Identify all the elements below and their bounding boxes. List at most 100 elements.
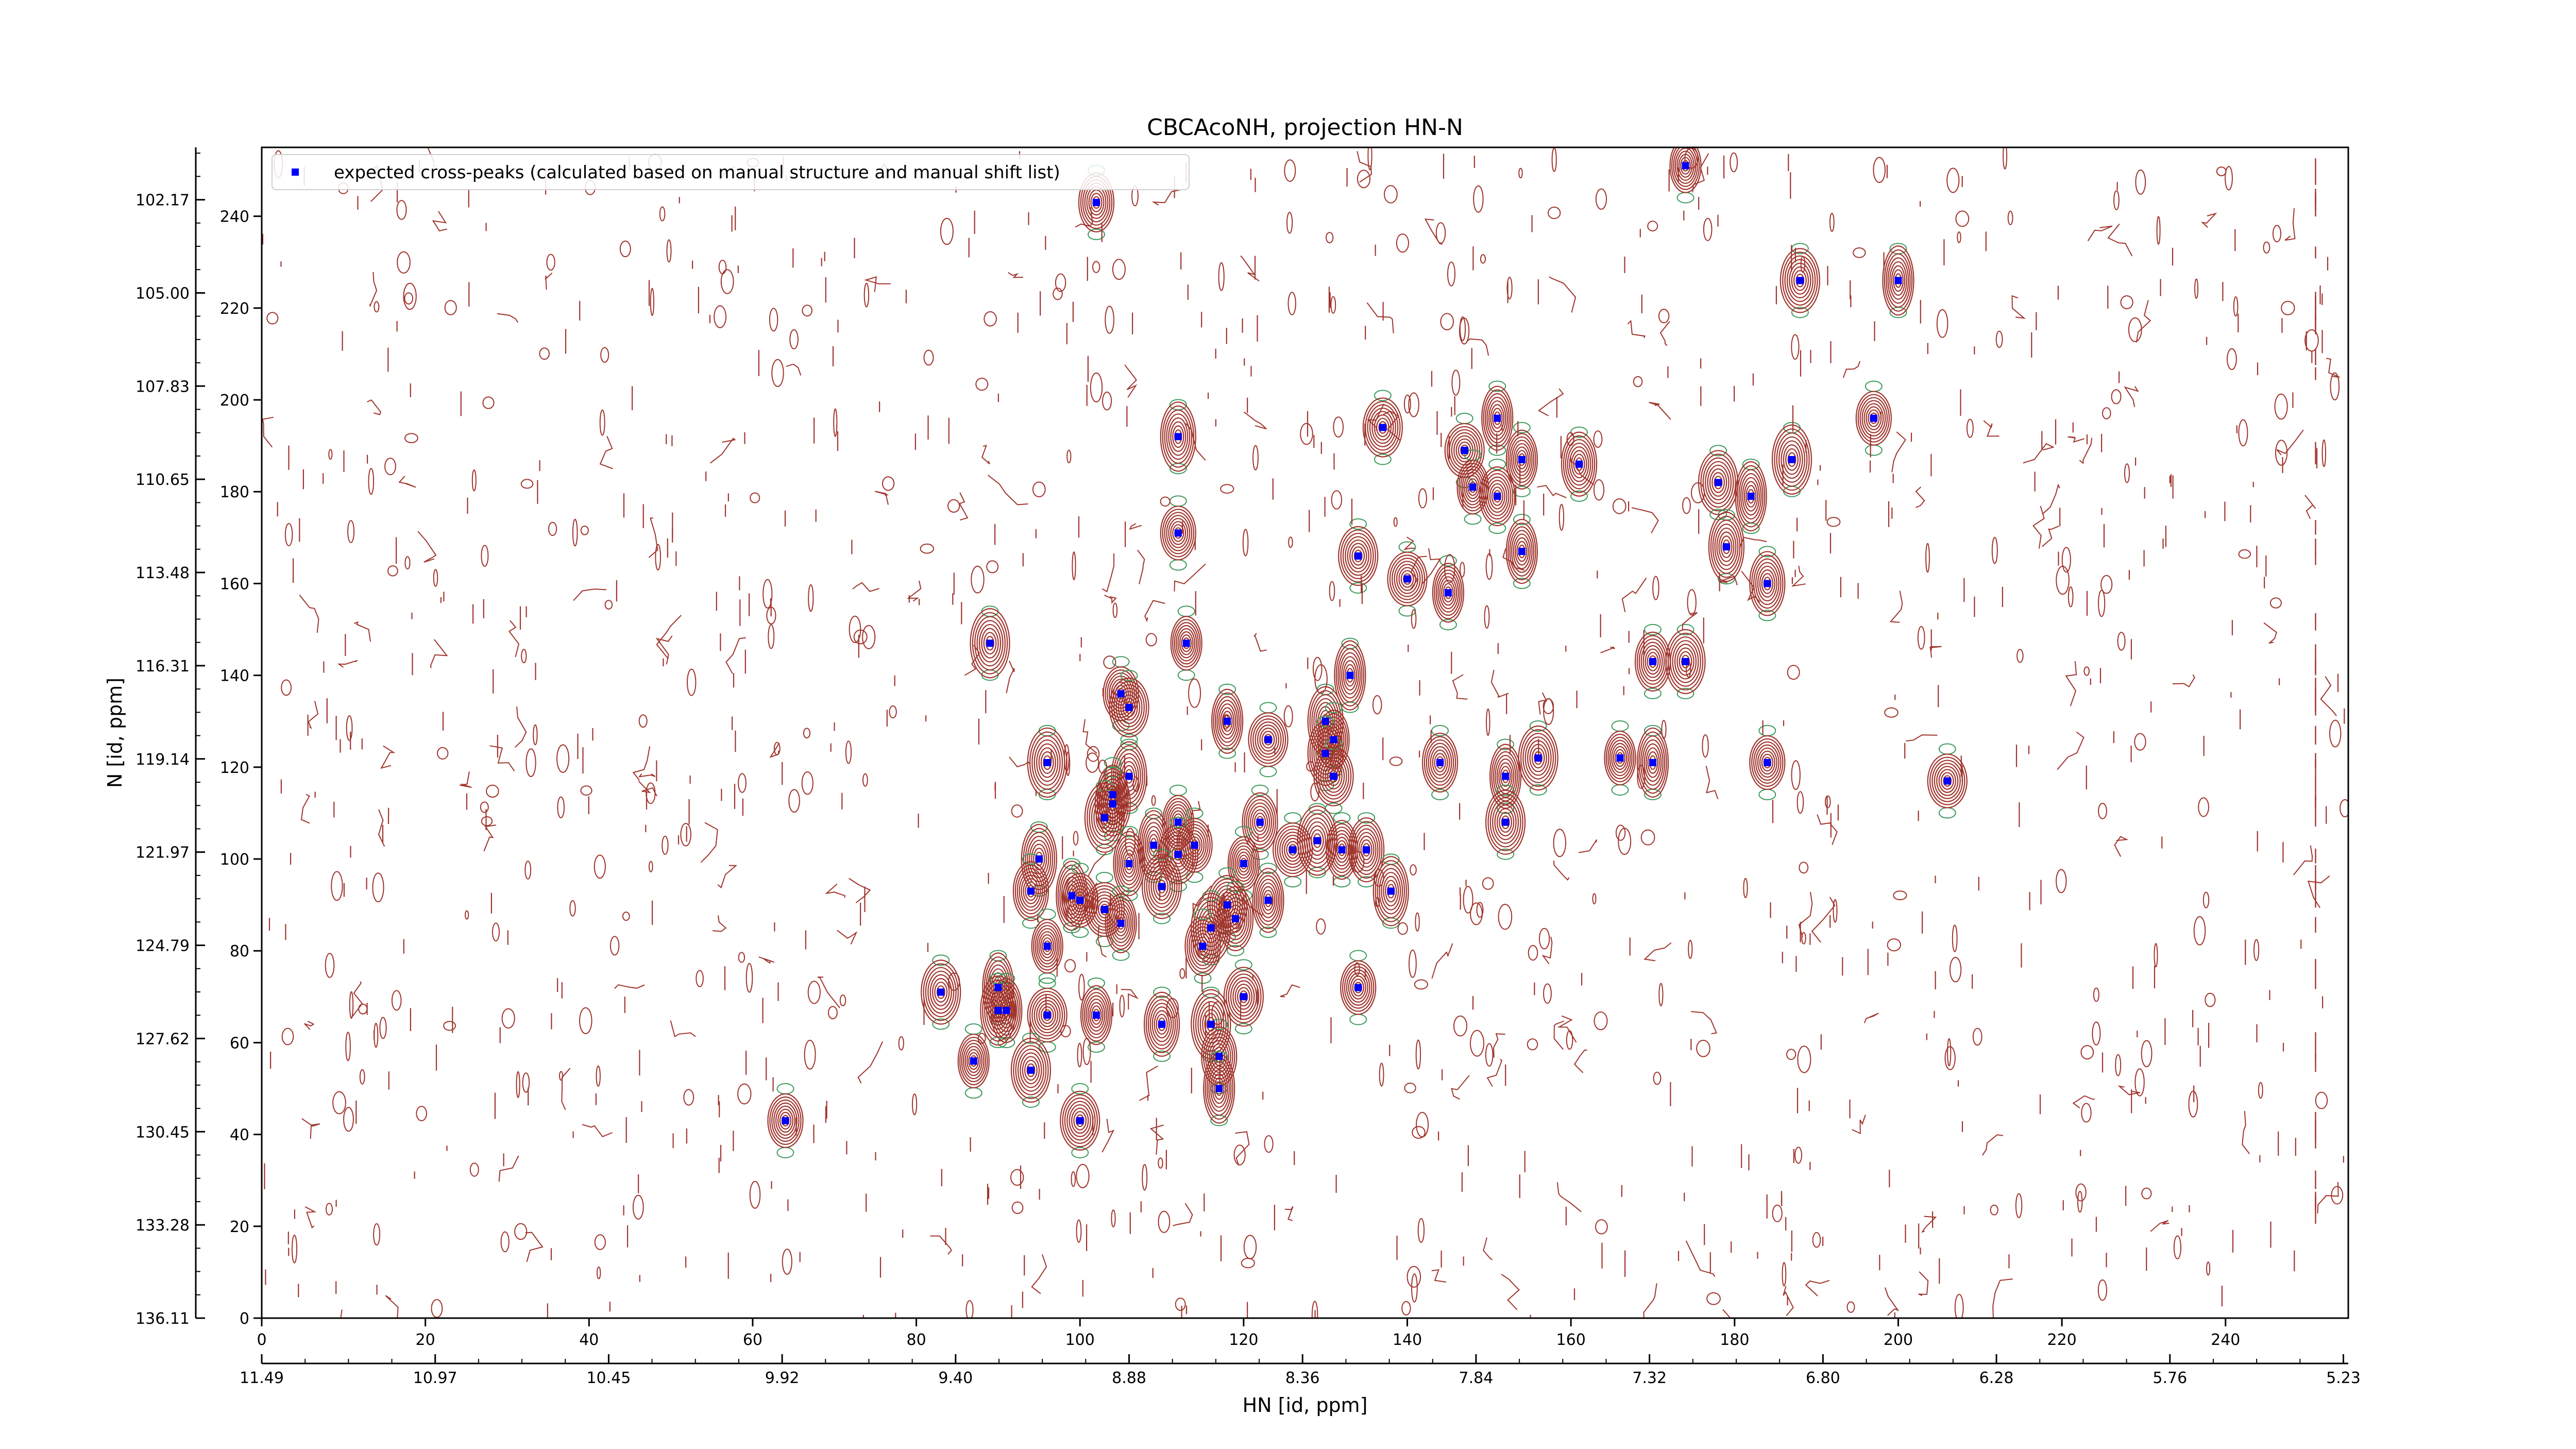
positive-contour xyxy=(1793,270,1807,291)
noise-contour xyxy=(1659,321,1670,346)
noise-contour xyxy=(1967,418,1974,438)
noise-contour xyxy=(648,517,658,558)
noise-contour xyxy=(358,1003,368,1015)
noise-contour xyxy=(2154,943,2158,968)
cross-peak-marker xyxy=(1076,1117,1084,1124)
noise-contour xyxy=(328,449,333,460)
noise-contour xyxy=(1220,484,1234,494)
positive-contour xyxy=(1151,1006,1172,1042)
positive-contour xyxy=(1141,854,1182,919)
positive-contour xyxy=(1383,875,1399,906)
y-ppm-tick-label: 113.48 xyxy=(135,564,190,582)
noise-contour xyxy=(1649,401,1671,420)
cross-peak-marker xyxy=(1174,433,1182,441)
noise-contour xyxy=(1743,878,1748,899)
noise-contour xyxy=(638,773,656,778)
noise-contour xyxy=(2077,1190,2083,1213)
noise-contour xyxy=(1188,678,1201,708)
noise-contour xyxy=(1086,752,1099,773)
noise-contour xyxy=(768,624,775,649)
noise-contour xyxy=(2134,1068,2145,1097)
peak-contour xyxy=(1372,853,1409,929)
noise-contour xyxy=(1055,273,1066,292)
noise-contour xyxy=(432,211,447,232)
noise-contour xyxy=(1936,309,1948,338)
positive-contour xyxy=(1072,888,1088,913)
cross-peak-marker xyxy=(1027,887,1035,895)
positive-contour xyxy=(1184,830,1205,861)
noise-contour xyxy=(340,1309,343,1318)
noise-contour xyxy=(2107,223,2133,257)
noise-contour xyxy=(1791,334,1800,360)
negative-contour xyxy=(1676,192,1694,204)
negative-contour xyxy=(1088,228,1105,240)
cross-peak-marker xyxy=(1722,543,1730,551)
positive-contour xyxy=(1708,512,1745,582)
positive-contour xyxy=(1489,797,1521,848)
positive-contour xyxy=(1859,397,1888,440)
y-ppm-tick-label: 136.11 xyxy=(135,1310,190,1328)
noise-contour xyxy=(1566,432,1574,446)
cross-peak-marker xyxy=(1068,892,1076,900)
y-ppm-tick-label: 133.28 xyxy=(135,1217,190,1235)
noise-contour xyxy=(920,543,935,554)
noise-contour xyxy=(497,313,519,323)
legend-label: expected cross-peaks (calculated based o… xyxy=(334,162,1060,183)
noise-contour xyxy=(1703,217,1713,241)
positive-contour xyxy=(1306,821,1329,860)
positive-contour xyxy=(936,985,945,999)
noise-contour xyxy=(638,714,648,728)
noise-contour xyxy=(2083,666,2090,676)
peak-contour xyxy=(1313,738,1354,814)
negative-contour xyxy=(1095,872,1113,884)
positive-contour xyxy=(1786,259,1814,302)
noise-contour xyxy=(604,600,613,610)
y-ppm-tick-label: 110.65 xyxy=(135,471,190,489)
noise-contour xyxy=(1418,488,1427,509)
positive-contour xyxy=(1665,629,1706,694)
peak-contour xyxy=(1242,784,1278,860)
noise-contour xyxy=(1060,1025,1071,1038)
positive-contour xyxy=(1089,888,1121,931)
positive-contour xyxy=(972,612,1008,675)
positive-contour xyxy=(1757,565,1777,602)
positive-contour xyxy=(1257,724,1280,755)
noise-contour xyxy=(889,705,897,719)
noise-contour xyxy=(1658,983,1664,1006)
noise-contour xyxy=(1612,498,1626,514)
noise-contour xyxy=(2023,443,2055,464)
positive-contour xyxy=(1753,558,1782,609)
noise-contour xyxy=(662,835,669,855)
noise-contour xyxy=(1643,942,1672,962)
noise-contour xyxy=(1696,1039,1710,1057)
noise-contour xyxy=(1151,795,1156,806)
noise-contour xyxy=(659,206,666,222)
noise-contour xyxy=(2253,939,2260,961)
noise-contour xyxy=(284,523,293,547)
contour-layer xyxy=(262,147,2348,1318)
noise-contour xyxy=(1954,1294,1964,1318)
cross-peak-marker xyxy=(1534,754,1542,762)
noise-contour xyxy=(1329,581,1335,601)
positive-contour xyxy=(1171,845,1185,864)
positive-contour xyxy=(1447,426,1483,475)
noise-contour xyxy=(1366,403,1384,431)
cross-peak-marker xyxy=(1224,717,1231,725)
noise-contour xyxy=(1011,1201,1024,1215)
positive-contour xyxy=(1207,1036,1231,1076)
positive-contour xyxy=(1211,1043,1227,1070)
peak-contour xyxy=(1749,724,1786,800)
positive-contour xyxy=(1714,524,1739,570)
noise-contour xyxy=(347,520,355,543)
cross-peak-marker xyxy=(1182,639,1190,647)
noise-contour xyxy=(1233,1144,1246,1166)
negative-contour xyxy=(1758,546,1776,558)
noise-contour xyxy=(1287,292,1296,315)
noise-contour xyxy=(1444,554,1455,583)
peak-contour xyxy=(1297,803,1337,879)
noise-contour xyxy=(1243,1235,1257,1259)
cross-peak-marker xyxy=(1461,447,1468,454)
positive-contour xyxy=(1778,436,1806,483)
noise-contour xyxy=(599,436,613,469)
positive-contour xyxy=(1515,537,1529,566)
